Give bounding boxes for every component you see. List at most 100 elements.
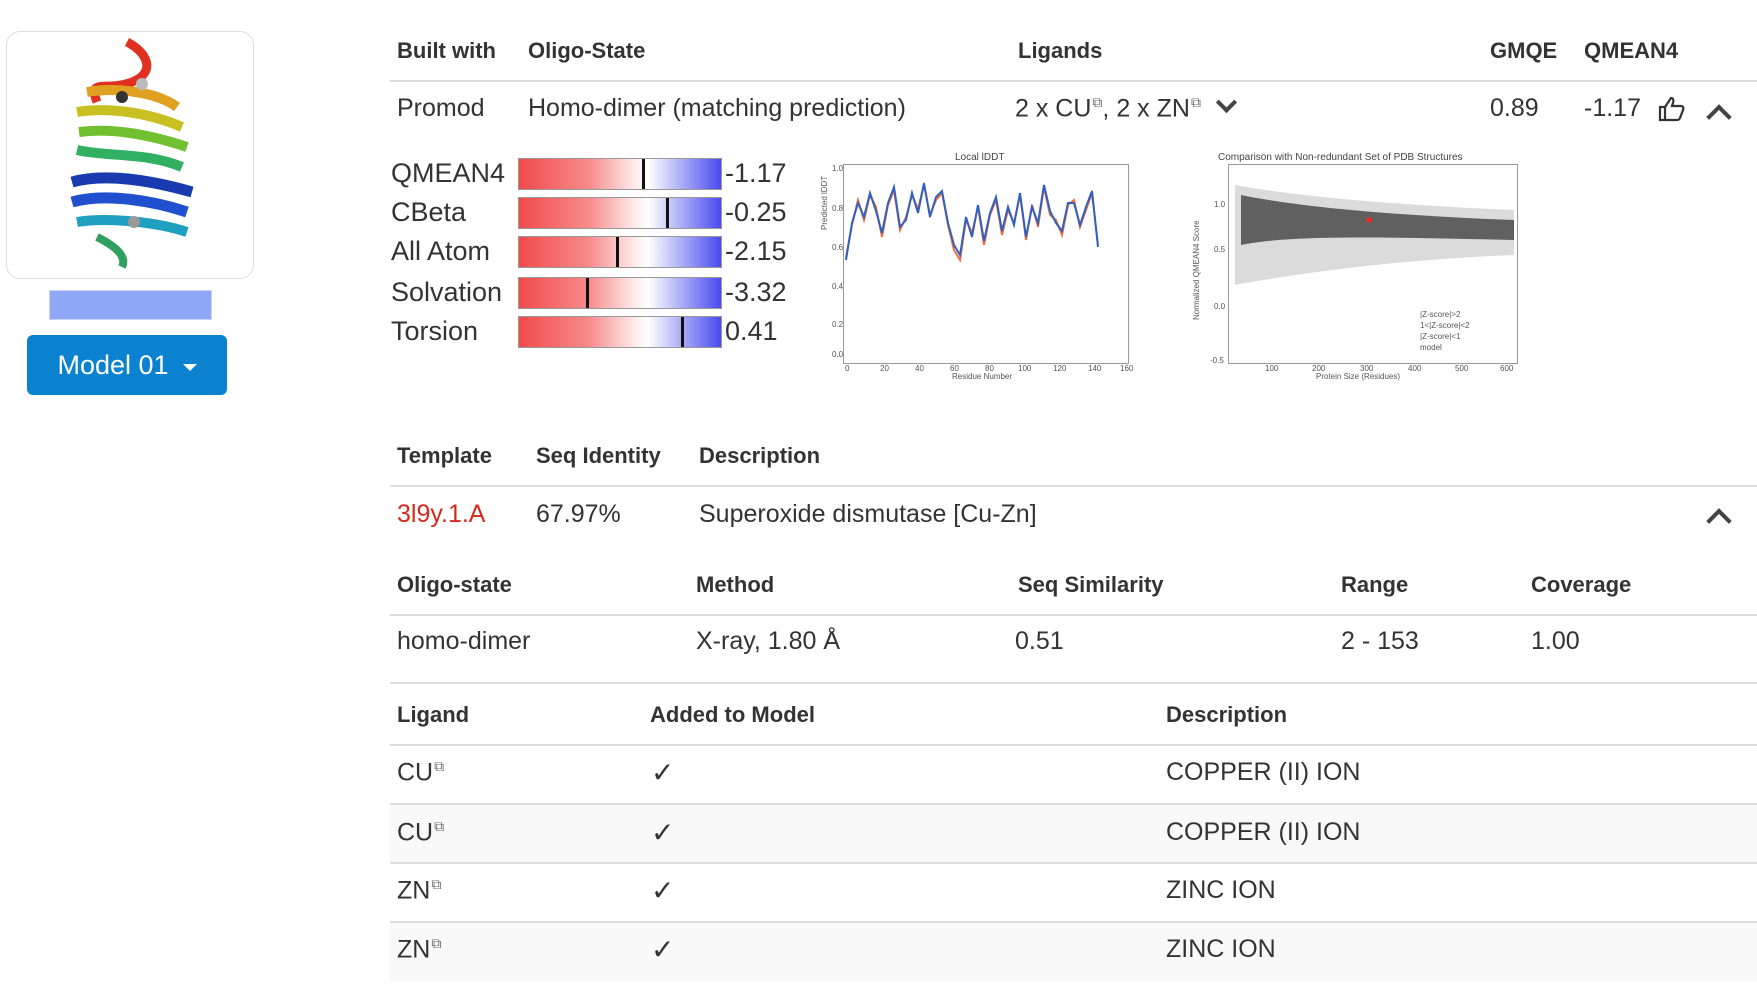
model-color-bar <box>49 290 212 320</box>
model-select-button[interactable]: Model 01 <box>27 335 227 395</box>
local-y-tick: 0.6 <box>832 243 844 252</box>
ligand-zn-link[interactable]: 2 x ZN <box>1116 94 1190 123</box>
ligand-row-background <box>390 923 1757 981</box>
ligand-row-2-description: COPPER (II) ION <box>1166 818 1361 846</box>
oligo-state-detail-value: homo-dimer <box>397 627 531 655</box>
header-seq-identity: Seq Identity <box>536 443 661 468</box>
comparison-plot-ylabel: Normalized QMEAN4 Score <box>1192 220 1201 320</box>
local-lddt-lines <box>845 182 1099 263</box>
local-x-tick: 100 <box>1018 364 1032 373</box>
score-label-torsion: Torsion <box>391 316 479 346</box>
local-x-tick: 80 <box>985 364 994 373</box>
ligands-summary: 2 x CU⧉, 2 x ZN⧉ <box>1015 92 1238 123</box>
score-label-qmean4: QMEAN4 <box>391 158 506 188</box>
seq-identity-value: 67.97% <box>536 500 621 528</box>
structure-thumbnail[interactable] <box>6 31 254 279</box>
chevron-down-icon[interactable] <box>1215 92 1238 114</box>
local-y-tick: 0.0 <box>832 350 844 359</box>
header-description: Description <box>699 443 821 468</box>
local-x-tick: 120 <box>1053 364 1067 373</box>
comparison-y-tick: -0.5 <box>1210 356 1224 365</box>
score-bar-solvation <box>518 277 722 309</box>
comparison-plot-xlabel: Protein Size (Residues) <box>1316 372 1401 381</box>
divider <box>390 614 1757 616</box>
seq-similarity-value: 0.51 <box>1015 627 1064 655</box>
local-x-tick: 60 <box>950 364 959 373</box>
header-seq-similarity: Seq Similarity <box>1018 572 1164 597</box>
score-marker <box>680 317 684 347</box>
ligand-row-4-description: ZINC ION <box>1166 935 1276 963</box>
score-bar-all-atom <box>518 236 722 268</box>
comparison-x-tick: 200 <box>1312 364 1326 373</box>
ligand-row-1-name[interactable]: CU⧉ <box>397 758 444 787</box>
header-built-with: Built with <box>397 38 496 63</box>
legend-item: |Z-score|>2 <box>1420 310 1461 319</box>
comparison-y-tick: 0.5 <box>1214 245 1226 254</box>
local-y-tick: 0.4 <box>832 282 844 291</box>
local-plot-title: Local lDDT <box>955 152 1005 163</box>
local-y-tick: 0.2 <box>832 320 844 329</box>
header-coverage: Coverage <box>1531 572 1632 597</box>
ligand-link[interactable]: CU <box>397 818 434 847</box>
collapse-template-chevron-up-icon[interactable] <box>1706 508 1732 534</box>
local-x-tick: 160 <box>1120 364 1134 373</box>
header-gmqe: GMQE <box>1490 38 1558 63</box>
legend-item: 1<|Z-score|<2 <box>1420 321 1470 330</box>
header-template: Template <box>397 443 492 468</box>
ligand-row-2-name[interactable]: CU⧉ <box>397 818 444 847</box>
score-marker <box>642 159 646 189</box>
divider <box>390 744 1757 746</box>
header-ligand: Ligand <box>397 702 470 727</box>
ligand-row-4-name[interactable]: ZN⧉ <box>397 935 441 964</box>
legend-item: |Z-score|<1 <box>1420 332 1461 341</box>
header-ligands: Ligands <box>1018 38 1103 63</box>
ligand-row-1-description: COPPER (II) ION <box>1166 758 1361 786</box>
template-link[interactable]: 3l9y.1.A <box>397 500 486 528</box>
legend-item: model <box>1420 343 1442 352</box>
external-link-icon: ⧉ <box>434 818 445 834</box>
header-qmean4: QMEAN4 <box>1584 38 1679 63</box>
comparison-x-tick: 400 <box>1408 364 1422 373</box>
header-oligo-state-detail: Oligo-state <box>397 572 512 597</box>
collapse-model-chevron-up-icon[interactable] <box>1706 104 1732 130</box>
ligand-row-background <box>390 805 1757 863</box>
score-bar-qmean4 <box>518 158 722 190</box>
gmqe-value: 0.89 <box>1490 94 1539 122</box>
score-marker <box>615 237 619 267</box>
ligand-link[interactable]: ZN <box>397 876 431 905</box>
comparison-x-tick: 500 <box>1455 364 1469 373</box>
ligand-row-3-description: ZINC ION <box>1166 876 1276 904</box>
local-x-tick: 0 <box>845 364 850 373</box>
divider <box>390 862 1757 864</box>
local-plot-xlabel: Residue Number <box>952 372 1013 381</box>
header-oligo-state: Oligo-State <box>528 38 646 63</box>
score-marker <box>666 198 670 228</box>
built-with-value: Promod <box>397 94 485 122</box>
local-plot-ylabel: Predicted lDDT <box>820 175 829 230</box>
local-x-tick: 20 <box>880 364 889 373</box>
method-value: X-ray, 1.80 Å <box>696 627 841 655</box>
external-link-icon: ⧉ <box>431 935 442 951</box>
model-select-label: Model 01 <box>57 349 169 380</box>
header-added-to-model: Added to Model <box>650 702 815 727</box>
ligand-link[interactable]: ZN <box>397 935 431 964</box>
header-method: Method <box>696 572 775 597</box>
divider <box>390 80 1757 82</box>
ligand-row-3-name[interactable]: ZN⧉ <box>397 876 441 905</box>
comparison-y-tick: 0.0 <box>1214 302 1226 311</box>
score-value-torsion: 0.41 <box>725 316 778 346</box>
comparison-plot[interactable] <box>1228 164 1518 364</box>
comparison-x-tick: 100 <box>1265 364 1279 373</box>
local-x-tick: 40 <box>915 364 924 373</box>
local-x-tick: 140 <box>1088 364 1102 373</box>
divider <box>390 682 1757 684</box>
ligand-cu-link[interactable]: 2 x CU <box>1015 94 1092 123</box>
score-bar-cbeta <box>518 197 722 229</box>
local-lddt-plot[interactable] <box>843 164 1129 364</box>
ligand-link[interactable]: CU <box>397 758 434 787</box>
check-icon: ✓ <box>651 875 675 906</box>
comparison-plot-title: Comparison with Non-redundant Set of PDB… <box>1218 152 1463 163</box>
header-range: Range <box>1341 572 1409 597</box>
comparison-scatter <box>1235 185 1514 285</box>
external-link-icon: ⧉ <box>434 758 445 774</box>
